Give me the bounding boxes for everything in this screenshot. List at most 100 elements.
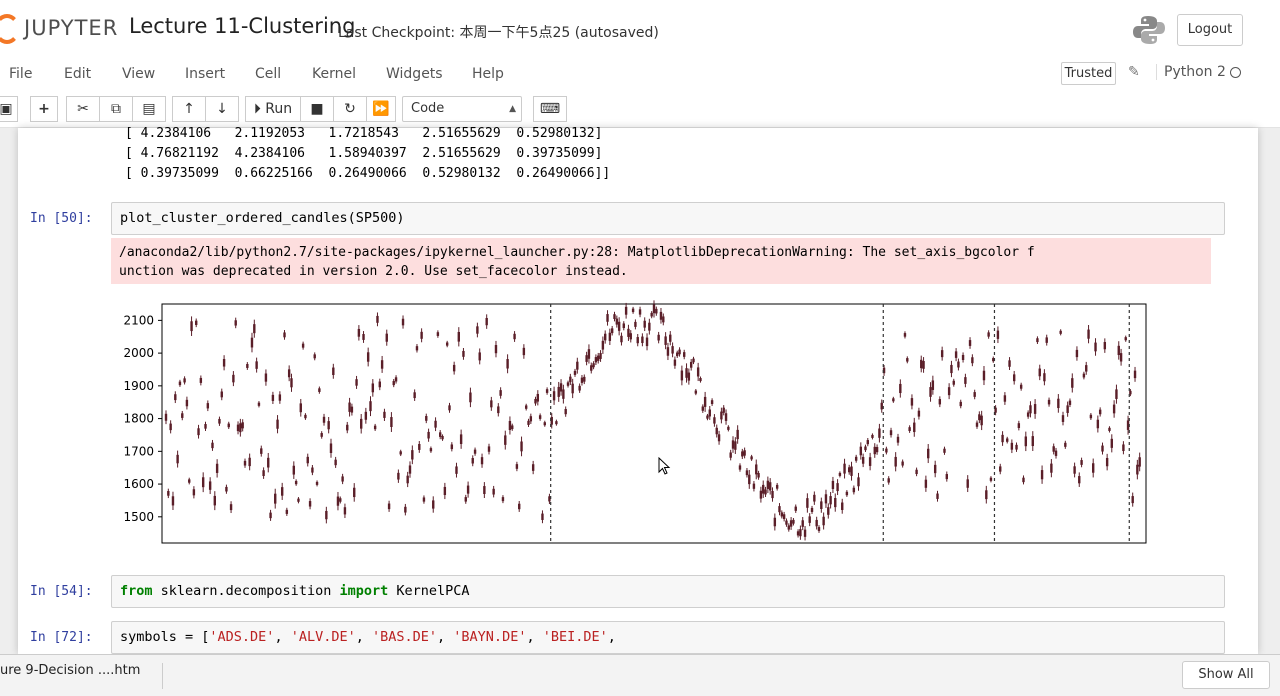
candle-body	[1003, 395, 1007, 402]
candle-body	[889, 430, 893, 436]
candle-body	[501, 497, 505, 502]
candle-body	[434, 420, 437, 428]
interrupt-button[interactable]: ■	[300, 96, 334, 122]
candle-body	[854, 456, 858, 461]
candle-body	[390, 417, 393, 427]
insert-cell-button[interactable]: +	[30, 96, 58, 122]
candle-body	[799, 529, 802, 537]
code-cell-72[interactable]: symbols = ['ADS.DE', 'ALV.DE', 'BAS.DE',…	[111, 621, 1225, 654]
candle-body	[376, 315, 379, 323]
candle-body	[1033, 404, 1037, 414]
code-cell-50[interactable]: plot_cluster_ordered_candles(SP500)	[111, 202, 1225, 235]
candle-body	[1087, 329, 1090, 339]
menu-view[interactable]: View	[122, 66, 156, 82]
menu-cell[interactable]: Cell	[255, 66, 282, 82]
keyword: import	[339, 583, 389, 599]
code-start: symbols = [	[120, 629, 210, 645]
candle-body	[648, 322, 651, 331]
menu-insert[interactable]: Insert	[185, 66, 226, 82]
save-button[interactable]: ▣	[0, 96, 18, 122]
candle-body	[255, 361, 258, 369]
candle-body	[566, 382, 570, 386]
menu-kernel[interactable]: Kernel	[312, 66, 356, 82]
candle-body	[253, 324, 256, 334]
candle-body	[1054, 450, 1058, 456]
candle-body	[1045, 337, 1048, 343]
candle-body	[448, 405, 451, 411]
copy-button[interactable]: ⧉	[99, 96, 133, 122]
candle-body	[994, 407, 997, 413]
candle-body	[1085, 365, 1088, 372]
restart-run-all-button[interactable]: ⏩	[366, 96, 396, 122]
logo-text: JUPYTER	[24, 16, 119, 40]
candle-body	[903, 333, 907, 337]
logout-button[interactable]: Logout	[1177, 14, 1243, 46]
candle-body	[778, 506, 781, 513]
menu-edit[interactable]: Edit	[64, 66, 92, 82]
candle-body	[492, 488, 495, 495]
move-up-button[interactable]: ↑	[172, 96, 206, 122]
candle-body	[834, 498, 837, 508]
restart-button[interactable]: ↻	[333, 96, 367, 122]
show-all-button[interactable]: Show All	[1182, 661, 1270, 689]
command-palette-button[interactable]: ⌨	[533, 96, 567, 122]
cell-type-select[interactable]: Code▲▼	[402, 96, 522, 138]
candle-body	[601, 340, 605, 350]
candle-body	[645, 337, 649, 347]
candle-body	[334, 459, 337, 466]
menu-help[interactable]: Help	[472, 66, 504, 82]
candle-body	[348, 402, 351, 412]
code-text: from sklearn.decomposition import Kernel…	[120, 583, 470, 599]
candle-body	[571, 383, 574, 394]
move-down-button[interactable]: ↓	[205, 96, 239, 122]
candle-body	[701, 406, 704, 411]
candle-body	[1031, 436, 1034, 447]
candle-body	[848, 467, 851, 473]
y-tick-label: 1800	[123, 412, 154, 426]
paste-icon: ▤	[142, 101, 156, 117]
candle-body	[906, 358, 909, 362]
candle-body	[736, 429, 739, 440]
copy-icon: ⧉	[111, 101, 121, 117]
cell-prompt: In [54]:	[30, 584, 93, 599]
cut-button[interactable]: ✂	[66, 96, 100, 122]
candle-body	[959, 401, 962, 407]
candle-body	[892, 398, 895, 402]
candle-body	[562, 389, 565, 399]
paste-button[interactable]: ▤	[132, 96, 166, 122]
array-output-line: [ 4.76821192 4.2384106 1.58940397 2.5165…	[125, 146, 603, 161]
candle-body	[743, 450, 746, 456]
run-button[interactable]: ⏵ Run	[245, 96, 301, 122]
candle-body	[311, 467, 314, 473]
candle-body	[620, 335, 623, 343]
menu-widgets[interactable]: Widgets	[386, 66, 443, 82]
candle-body	[987, 332, 990, 337]
candle-body	[803, 529, 807, 537]
candle-body	[1008, 360, 1011, 367]
candle-body	[1024, 436, 1028, 447]
download-item[interactable]: ure 9-Decision ....htm	[0, 663, 141, 678]
code-cell-54[interactable]: from sklearn.decomposition import Kernel…	[111, 575, 1225, 608]
candle-body	[1019, 384, 1023, 389]
candle-body	[271, 394, 275, 401]
candle-body	[1001, 434, 1004, 443]
notebook-title[interactable]: Lecture 11-Clustering	[129, 14, 356, 38]
candle-body	[1017, 423, 1021, 429]
candle-body	[450, 444, 454, 450]
candle-body	[922, 361, 925, 369]
candle-body	[222, 358, 226, 367]
pencil-icon[interactable]: ✎	[1128, 64, 1140, 80]
menu-file[interactable]: File	[9, 66, 33, 82]
candle-body	[836, 483, 839, 492]
candle-body	[936, 493, 939, 499]
jupyter-logo[interactable]: JUPYTER	[0, 10, 117, 50]
candle-body	[759, 490, 763, 499]
array-output-line: [ 0.39735099 0.66225166 0.26490066 0.529…	[125, 166, 611, 181]
candle-body	[429, 448, 433, 452]
trusted-badge[interactable]: Trusted	[1061, 62, 1116, 85]
candle-body	[1136, 464, 1139, 475]
candle-body	[1082, 373, 1086, 378]
candle-body	[1119, 353, 1123, 362]
candle-body	[1129, 390, 1132, 395]
candle-body	[445, 342, 449, 346]
